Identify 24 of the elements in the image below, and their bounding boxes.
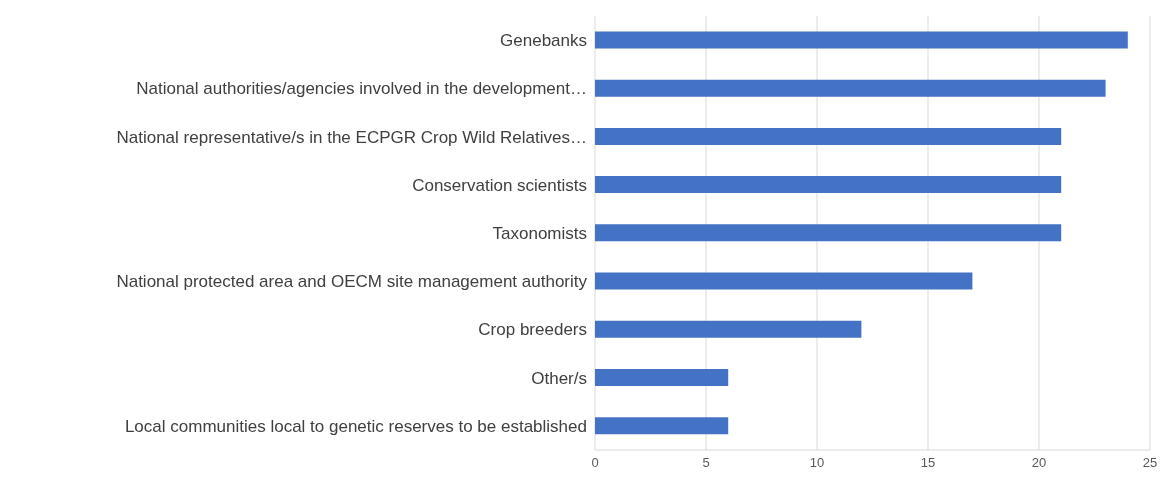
bar <box>595 79 1106 97</box>
y-tick-label: National protected area and OECM site management authority <box>116 272 588 292</box>
bar <box>595 417 729 435</box>
bar <box>595 320 862 338</box>
bar <box>595 127 1062 145</box>
x-tick-label: 0 <box>591 455 599 471</box>
y-tick-label: Other/s <box>531 368 587 388</box>
y-tick-label: National representative/s in the ECPGR Crop Wild Relatives… <box>116 127 587 147</box>
x-tick-label: 15 <box>920 455 936 471</box>
y-tick-label: Taxonomists <box>492 224 587 244</box>
x-tick-label: 10 <box>809 455 825 471</box>
y-tick-label: National authorities/agencies involved in the development… <box>136 79 587 99</box>
bar <box>595 224 1062 242</box>
y-tick-label: Crop breeders <box>478 320 587 340</box>
bar <box>595 176 1062 194</box>
x-tick-label: 5 <box>702 455 710 471</box>
bar <box>595 368 729 386</box>
bar <box>595 31 1128 49</box>
x-tick-label: 25 <box>1142 455 1158 471</box>
y-tick-label: Genebanks <box>500 31 587 51</box>
x-tick-label: 20 <box>1031 455 1047 471</box>
y-tick-label: Local communities local to genetic reserves to be established <box>124 416 587 436</box>
y-tick-label: Conservation scientists <box>412 175 587 195</box>
bar <box>595 272 973 290</box>
